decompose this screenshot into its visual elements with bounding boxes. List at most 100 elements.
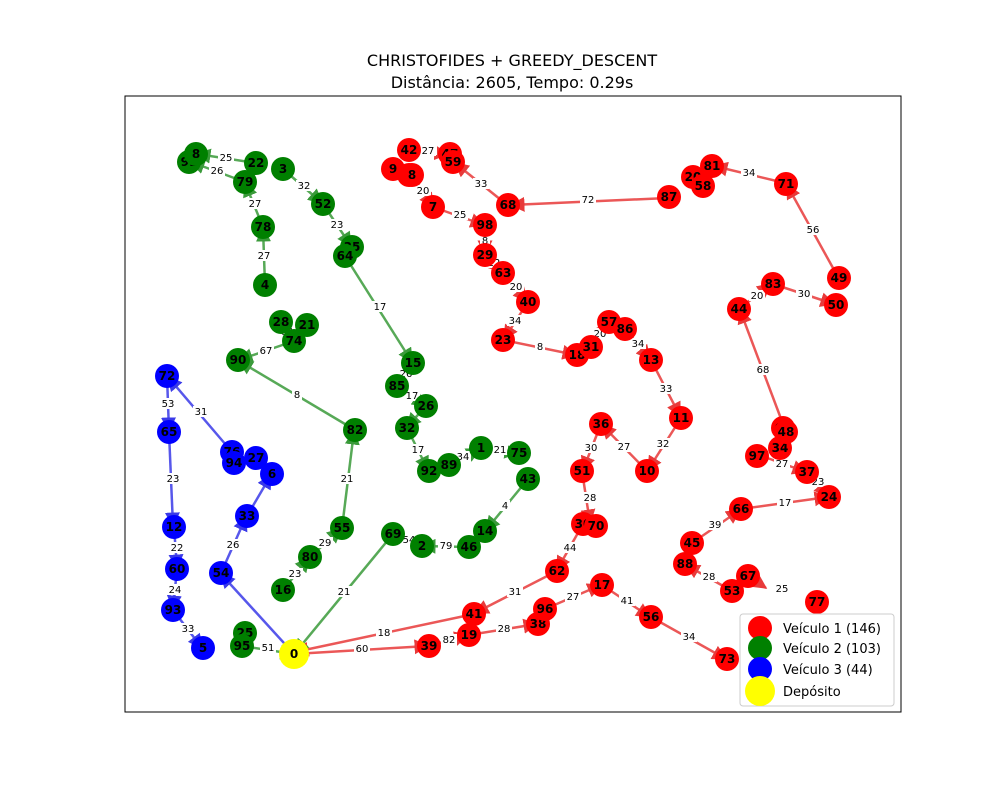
edge-label-bg (473, 178, 489, 189)
node-marker (457, 623, 481, 647)
node-marker (570, 459, 594, 483)
node-label: 67 (740, 569, 757, 583)
node-label: 89 (441, 458, 458, 472)
node-label: 5 (199, 641, 207, 655)
edge-label-bg (167, 584, 183, 595)
node-label: 50 (828, 298, 845, 312)
node-label: 78 (255, 220, 272, 234)
edge-label-bg (438, 540, 454, 551)
edge-label-bg (354, 643, 370, 654)
node-label: 13 (643, 353, 660, 367)
edge-label-bg (707, 519, 723, 530)
edge-label: 60 (356, 644, 369, 655)
edge-label-bg (404, 390, 420, 401)
legend-marker-route2 (748, 636, 772, 660)
node-label: 58 (695, 179, 712, 193)
edge-label-bg (376, 627, 392, 638)
node-label: 27 (248, 451, 265, 465)
node-label: 8 (408, 168, 416, 182)
node-marker (795, 460, 819, 484)
edge-label: 17 (374, 302, 387, 313)
node-marker (233, 170, 257, 194)
node-label: 72 (159, 369, 176, 383)
node-marker (469, 436, 493, 460)
node-marker (727, 297, 751, 321)
edge-label-bg (774, 583, 790, 594)
node-label: 93 (165, 603, 182, 617)
edge-label: 17 (412, 445, 425, 456)
edge-label: 54 (403, 535, 416, 546)
node-marker (805, 590, 829, 614)
edge-label: 32 (657, 439, 670, 450)
edge-label-bg (630, 338, 646, 349)
node-marker (720, 579, 744, 603)
node-marker (516, 290, 540, 314)
node-label: 57 (601, 315, 618, 329)
edge-label-bg (507, 315, 523, 326)
edge-label: 30 (585, 443, 598, 454)
chart-title-line2: Distância: 2605, Tempo: 0.29s (391, 73, 634, 92)
edge-label: 27 (422, 146, 435, 157)
node-marker (457, 535, 481, 559)
node-marker (473, 519, 497, 543)
node-marker (381, 522, 405, 546)
edge-label-bg (329, 219, 345, 230)
node-marker (395, 416, 419, 440)
edge-label: 23 (812, 477, 825, 488)
node-marker (271, 578, 295, 602)
edge-label-bg (160, 398, 176, 409)
node-label: 77 (809, 595, 826, 609)
edge-label-bg (500, 500, 510, 511)
edge-label-bg (507, 586, 523, 597)
node-label: 56 (643, 610, 660, 624)
node-marker (400, 163, 424, 187)
node-label: 3 (279, 162, 287, 176)
node-label: 1 (477, 441, 485, 455)
node-label: 48 (778, 425, 795, 439)
node-label: 98 (477, 218, 494, 232)
node-label: 97 (749, 449, 766, 463)
edge-label: 21 (338, 587, 351, 598)
edge-label: 51 (262, 643, 275, 654)
node-label: 49 (831, 271, 848, 285)
node-marker (209, 561, 233, 585)
edge-label-bg (256, 250, 272, 261)
legend: Veículo 1 (146) Veículo 2 (103) Veículo … (739, 613, 895, 707)
node-label: 17 (594, 578, 611, 592)
node-marker (397, 138, 421, 162)
legend-label-route1: Veículo 1 (146) (783, 622, 881, 637)
depot-label: 0 (290, 647, 298, 661)
edge-label-bg (372, 301, 388, 312)
node-marker (473, 243, 497, 267)
edge-label-bg (209, 165, 225, 176)
edge-label-bg (287, 568, 303, 579)
node-label: 2 (418, 539, 426, 553)
node-label: 11 (673, 411, 690, 425)
edge-label-bg (452, 209, 468, 220)
node-label: 8 (192, 147, 200, 161)
edge-label-bg (658, 383, 674, 394)
node-label: 22 (248, 156, 265, 170)
edge-label: 18 (378, 628, 391, 639)
edge-label: 33 (660, 384, 673, 395)
node-marker (414, 394, 438, 418)
node-label: 34 (772, 441, 789, 455)
node-marker (745, 444, 769, 468)
node-marker (260, 462, 284, 486)
edge-label: 30 (798, 289, 811, 300)
edge-label: 34 (683, 632, 696, 643)
edge-label-bg (777, 497, 793, 508)
node-marker (774, 420, 798, 444)
edge-label: 8 (482, 236, 488, 247)
node-marker (715, 647, 739, 671)
node-marker (230, 634, 254, 658)
node-marker (417, 459, 441, 483)
edge-label: 31 (509, 587, 522, 598)
node-marker (491, 328, 515, 352)
edge-label-bg (582, 492, 598, 503)
node-marker (244, 151, 268, 175)
edge-label: 34 (632, 339, 645, 350)
node-marker (657, 185, 681, 209)
edge-label: 21 (494, 445, 507, 456)
